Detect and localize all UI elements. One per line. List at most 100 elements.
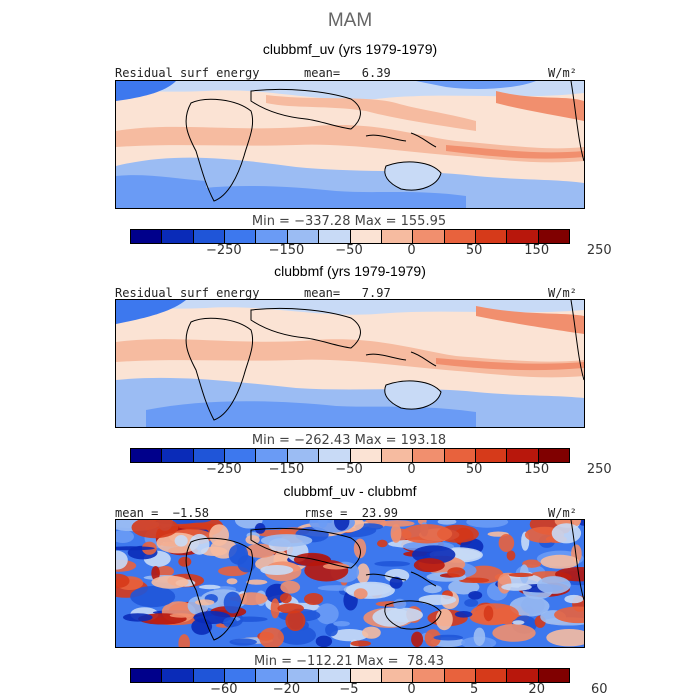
colorbar-swatch <box>538 669 570 682</box>
panel-2-eurasia <box>250 307 361 349</box>
colorbar-swatch <box>381 669 414 682</box>
colorbar-tick-label: 0 <box>407 682 416 697</box>
difference-blob <box>447 567 466 578</box>
difference-blob <box>458 577 490 583</box>
difference-blob <box>362 626 381 639</box>
colorbar-swatch <box>475 449 508 462</box>
difference-blob <box>279 593 292 604</box>
difference-blob <box>464 598 479 607</box>
colorbar-swatch <box>287 449 320 462</box>
panel-2-nw-blue <box>116 300 186 324</box>
panel-1-nw-blue <box>116 81 176 101</box>
difference-blob <box>413 558 445 573</box>
difference-blob <box>333 621 350 627</box>
panel-3-colorbar <box>130 668 570 683</box>
colorbar-swatch <box>287 669 320 682</box>
colorbar-swatch <box>350 669 382 682</box>
colorbar-tick-label: −50 <box>335 243 363 258</box>
panel-2-maritime <box>365 351 437 367</box>
panel-1-left-label: Residual surf energy <box>115 66 260 80</box>
difference-blob <box>174 535 188 547</box>
difference-blob <box>497 573 512 594</box>
colorbar-swatch <box>256 669 288 682</box>
difference-blob <box>178 634 190 647</box>
panel-1-africa <box>185 98 254 202</box>
colorbar-swatch <box>507 230 539 243</box>
difference-blob <box>193 611 231 624</box>
difference-blob <box>389 576 403 589</box>
panel-3-difference-field <box>116 520 584 647</box>
difference-blob <box>116 573 130 589</box>
panel-1-pacific-warm <box>496 91 584 121</box>
panel-3-min-max: Min = −112.21 Max = 78.43 <box>253 654 445 669</box>
colorbar-swatch <box>225 230 257 243</box>
difference-blob <box>330 629 369 642</box>
colorbar-swatch <box>162 669 194 682</box>
difference-blob <box>130 586 176 608</box>
difference-blob <box>131 520 179 539</box>
difference-blob <box>245 535 260 545</box>
difference-blob <box>325 623 338 637</box>
colorbar-swatch <box>475 669 508 682</box>
colorbar-swatch <box>381 230 414 243</box>
panel-1-map <box>115 80 585 209</box>
difference-blob <box>228 544 249 565</box>
season-title: MAM <box>327 10 373 31</box>
colorbar-swatch <box>256 449 288 462</box>
colorbar-tick-label: −250 <box>205 462 242 477</box>
colorbar-tick-label: 0 <box>407 462 416 477</box>
panel-3-units: W/m² <box>548 506 577 520</box>
difference-blob <box>509 596 550 617</box>
difference-blob <box>356 563 370 584</box>
difference-blob <box>151 575 189 589</box>
panel-1-sw-deep <box>116 175 206 208</box>
difference-blob <box>334 520 350 531</box>
colorbar-swatch <box>538 449 570 462</box>
panel-3-eurasia <box>250 527 361 569</box>
colorbar-swatch <box>413 230 445 243</box>
difference-blob <box>209 524 229 546</box>
panel-3-map <box>115 519 585 648</box>
difference-blob <box>223 591 242 614</box>
colorbar-swatch <box>319 449 351 462</box>
panel-1-mean-label: mean= 6.39 <box>304 66 391 80</box>
difference-blob <box>123 613 153 622</box>
colorbar-tick-label: 150 <box>524 462 550 477</box>
colorbar-tick-label: 60 <box>591 682 608 697</box>
difference-blob <box>353 588 368 600</box>
difference-blob <box>508 572 534 577</box>
colorbar-swatch <box>444 230 476 243</box>
difference-blob <box>540 554 580 569</box>
difference-blob <box>554 606 584 624</box>
panel-3-australia <box>384 600 442 630</box>
difference-blob <box>254 523 266 534</box>
panel-3-maritime <box>365 571 437 587</box>
difference-blob <box>435 608 453 631</box>
difference-blob <box>377 539 388 548</box>
difference-blob <box>315 603 339 625</box>
colorbar-tick-label: −150 <box>268 462 305 477</box>
colorbar-tick-label: 250 <box>586 462 612 477</box>
colorbar-swatch <box>131 449 163 462</box>
panel-2-title: clubbmf (yrs 1979-1979) <box>274 263 426 279</box>
panel-1-n-blue <box>416 81 536 89</box>
difference-blob <box>501 583 532 591</box>
difference-blob <box>151 566 160 581</box>
panel-1-maritime <box>365 132 437 148</box>
difference-blob <box>393 598 407 609</box>
panel-2-north-band <box>116 300 584 315</box>
panel-2-mean-label: mean= 7.97 <box>304 286 391 300</box>
colorbar-swatch <box>413 669 445 682</box>
difference-blob <box>546 629 584 647</box>
colorbar-tick-label: 50 <box>465 243 483 258</box>
difference-blob <box>223 617 237 628</box>
colorbar-tick-label: 150 <box>524 243 550 258</box>
colorbar-swatch <box>162 449 194 462</box>
panel-1-warm-n <box>266 95 476 131</box>
panel-1-eurasia <box>250 88 361 130</box>
panel-1-colorbar-ticks: −250 −150 −50 0 50 150 250 <box>130 243 612 259</box>
panel-3-africa <box>185 537 254 641</box>
panel-1-units: W/m² <box>548 66 577 80</box>
difference-blob <box>345 581 395 599</box>
panel-2-colorbar-ticks: −250 −150 −50 0 50 150 250 <box>130 462 612 478</box>
